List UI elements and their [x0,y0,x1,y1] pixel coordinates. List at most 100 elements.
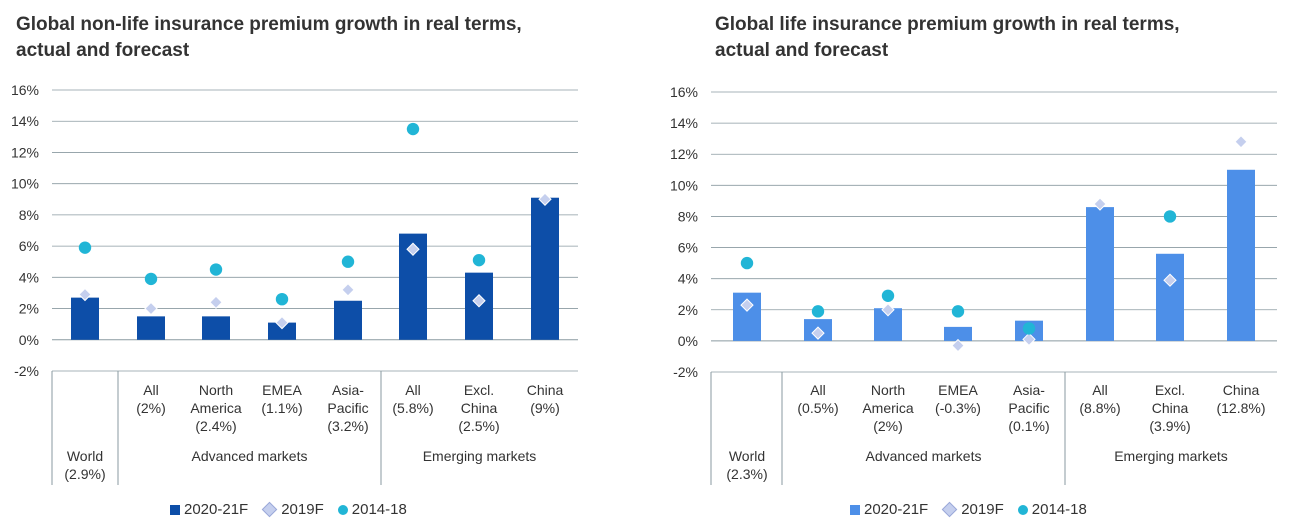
category-label: All (0.5%) [797,382,838,416]
legend-label: 2020-21F [184,501,249,518]
legend-label: 2014-18 [351,501,407,518]
category-label-line: (-0.3%) [935,400,981,416]
category-label: Asia- Pacific (3.2%) [327,382,368,434]
legend-item-2014-18: 2014-18 [1017,501,1087,518]
y-tick-label: 2% [678,302,698,318]
life-chart-svg: -2% 0% 2% 4% 6% 8% 10% 12% 14% 16% World (2.3%) All (… [670,84,1277,485]
legend-item-2020-21f: 2020-21F [850,501,928,518]
dot-point [144,272,158,286]
dot-point [1163,210,1177,223]
diamond-point [209,295,223,310]
life-chart-panel: Global life insurance premium growth in … [670,0,1296,528]
category-label-line: Asia- [1013,382,1045,398]
category-label: World (2.9%) [64,448,105,482]
category-label-line: Pacific [327,400,368,416]
diamond-point [740,298,754,312]
category-label: North America (2.4%) [190,382,242,434]
dot-point [1022,322,1036,335]
bar [334,300,362,340]
y-tick-label: 12% [11,144,39,160]
dot-point [209,263,223,276]
square-bar-icon [850,504,860,515]
group-label: Emerging markets [423,448,537,464]
category-label-line: (2.3%) [726,466,767,482]
diamond-point [1093,197,1107,211]
y-tick-label: 16% [11,82,39,98]
category-label: EMEA (-0.3%) [935,382,981,416]
dot-point [406,122,420,136]
group-label: Emerging markets [1114,448,1228,464]
y-tick-label: 14% [670,115,698,131]
y-tick-label: 4% [678,271,698,287]
bar [268,322,296,340]
category-label-line: (2%) [136,400,166,416]
category-label-line: (1.1%) [261,400,302,416]
category-label: China (12.8%) [1216,382,1265,416]
chart-title: Global non-life insurance premium growth… [16,12,616,64]
legend-label: 2020-21F [864,501,929,518]
category-label-line: China [527,382,564,398]
category-label: All (8.8%) [1079,382,1120,416]
y-tick-label: 2% [19,301,39,317]
diamond-point [275,315,289,330]
diamond-icon [941,501,958,518]
dot-icon [1017,504,1028,515]
category-label: World (2.3%) [726,448,767,482]
y-tick-label: 16% [670,84,698,100]
bar [71,297,99,340]
category-label: Excl. China (3.9%) [1149,382,1190,434]
category-label-line: (5.8%) [392,400,433,416]
category-label-line: EMEA [262,382,302,398]
diamond-icon [261,501,278,518]
category-label-line: All [1092,382,1108,398]
legend-label: 2019F [961,501,1004,518]
bar [202,316,230,340]
diamond-point [811,326,825,340]
category-label-line: (0.1%) [1008,418,1049,434]
y-tick-label: 14% [11,113,39,129]
legend-label: 2014-18 [1031,501,1087,518]
diamond-point [341,283,355,297]
category-label-line: EMEA [938,382,978,398]
chart-title-line-1: Global non-life insurance premium growth… [16,14,522,35]
category-label: EMEA (1.1%) [261,382,302,416]
square-bar-icon [170,504,180,515]
category-label-line: (3.2%) [327,418,368,434]
category-label-line: (2.9%) [64,466,105,482]
category-label-line: Pacific [1008,400,1049,416]
legend-item-2020-21f: 2020-21F [170,501,248,518]
category-label-line: North [199,382,233,398]
category-label-line: World [729,448,765,464]
chart-title: Global life insurance premium growth in … [715,12,1296,64]
dot-point [811,305,825,318]
y-tick-label: 4% [19,269,39,285]
legend-item-2019f: 2019F [261,501,324,518]
category-label-line: Asia- [332,382,364,398]
y-tick-label: 10% [11,176,39,192]
category-label-line: (9%) [530,400,560,416]
bar [1156,253,1184,341]
diamond-point [951,338,965,353]
y-tick-label: 0% [678,333,698,349]
y-tick-label: 8% [19,207,39,223]
diamond-point [78,287,92,302]
y-tick-label: 6% [19,238,39,254]
diamond-point [538,192,552,206]
chart-legend: 2020-21F 2019F 2014-18 [170,501,407,518]
legend-item-2019f: 2019F [941,501,1004,518]
y-tick-label: -2% [673,364,698,380]
dot-point [881,289,895,302]
dot-point [951,305,965,318]
y-tick-label: 12% [670,146,698,162]
category-label: All (2%) [136,382,166,416]
bar [1086,207,1114,341]
diamond-point [406,242,420,256]
category-label-line: All [405,382,421,398]
dot-point [341,255,355,268]
category-label-line: All [143,382,159,398]
dot-icon [337,504,348,515]
dot-point [78,241,92,254]
category-label-line: North [871,382,905,398]
group-label: Advanced markets [866,448,982,464]
diamond-point [1163,273,1177,287]
